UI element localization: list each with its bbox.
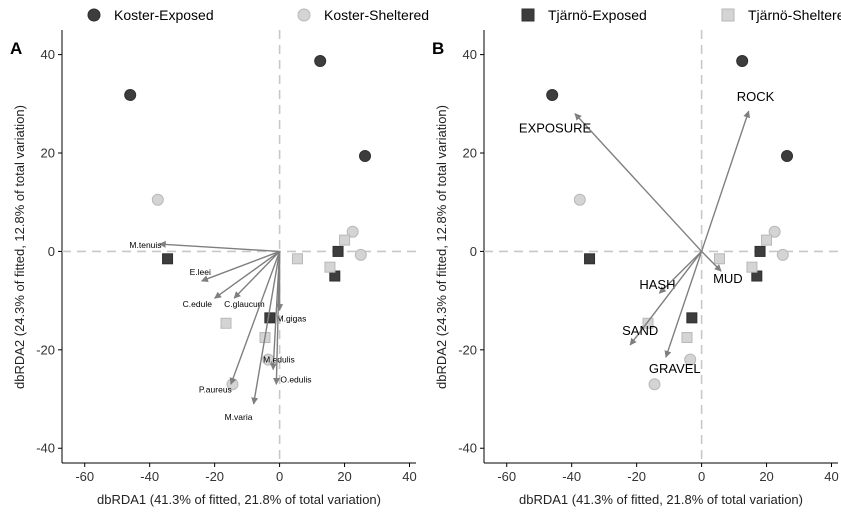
panel-a-vector-c-edule xyxy=(214,250,281,299)
panel-b-x-tick-label: -20 xyxy=(627,469,646,484)
panel-a-label: A xyxy=(10,39,22,58)
panel-a-vector-o-edulis xyxy=(273,251,281,385)
panel-b-point-tj-rn-exposed xyxy=(686,312,698,324)
panel-b-point-tj-rn-exposed xyxy=(584,253,596,265)
panel-b-vector-gravel xyxy=(664,251,703,358)
panel-a: A dbRDA1 (41.3% of fitted, 21.8% of tota… xyxy=(10,30,417,507)
panel-a-x-tick-label: -20 xyxy=(205,469,224,484)
panel-b: B dbRDA1 (41.3% of fitted, 21.8% of tota… xyxy=(432,30,839,507)
panel-b-point-koster-exposed xyxy=(781,149,794,162)
panel-b-vector-exposure xyxy=(574,113,703,252)
panel-a-y-tick-label: 40 xyxy=(41,47,55,62)
panel-a-x-tick-label: 0 xyxy=(276,469,283,484)
panel-b-point-koster-sheltered xyxy=(648,378,661,391)
panel-b-y-axis-title: dbRDA2 (24.3% of fitted, 12.8% of total … xyxy=(434,105,449,389)
legend-tj-rn-sheltered-marker xyxy=(721,8,735,22)
panel-a-point-koster-sheltered xyxy=(354,248,367,261)
panel-b-x-tick-label: -60 xyxy=(497,469,516,484)
panel-b-y-tick-label: 20 xyxy=(463,146,477,161)
panel-a-vector-c-glaucum xyxy=(233,250,281,299)
panel-a-x-tick-label: 20 xyxy=(337,469,351,484)
legend-koster-exposed-label: Koster-Exposed xyxy=(114,7,214,23)
panel-a-vector-m-tenuis xyxy=(158,240,280,253)
panel-a-point-tj-rn-exposed xyxy=(162,253,174,265)
panel-b-vector-mud xyxy=(701,250,722,272)
panel-b-x-axis-title: dbRDA1 (41.3% of fitted, 21.8% of total … xyxy=(519,492,803,507)
legend-koster-sheltered-label: Koster-Sheltered xyxy=(324,7,429,23)
panel-a-vector-label-m-edulis: M.edulis xyxy=(263,355,295,365)
panel-b-point-koster-exposed xyxy=(546,88,559,101)
panel-a-x-tick-label: 40 xyxy=(402,469,416,484)
panel-b-x-tick-label: 40 xyxy=(824,469,838,484)
panel-a-y-axis-title: dbRDA2 (24.3% of fitted, 12.8% of total … xyxy=(12,105,27,389)
panel-a-point-tj-rn-sheltered xyxy=(324,261,336,273)
panel-b-point-koster-exposed xyxy=(736,54,749,67)
panel-a-vector-p-aureus xyxy=(229,251,281,385)
panel-b-point-koster-sheltered xyxy=(573,193,586,206)
panel-b-vector-label-gravel: GRAVEL xyxy=(649,361,701,376)
panel-b-vector-hash xyxy=(658,250,703,294)
panel-b-vector-label-hash: HASH xyxy=(639,277,675,292)
panel-a-y-tick-label: 20 xyxy=(41,146,55,161)
panel-b-point-koster-sheltered xyxy=(684,353,697,366)
panel-a-vector-label-m-varia: M.varia xyxy=(225,412,253,422)
legend: Koster-Exposed Koster-Sheltered Tjärnö-Exp… xyxy=(87,7,841,23)
panel-a-vector-label-c-edule: C.edule xyxy=(183,299,213,309)
panel-b-vector-rock xyxy=(700,110,751,252)
panel-a-vector-label-e-leei: E.leei xyxy=(190,267,211,277)
panel-b-y-tick-label: 40 xyxy=(463,47,477,62)
panel-b-vector-label-exposure: EXPOSURE xyxy=(519,121,592,136)
panel-a-y-tick-label: -20 xyxy=(36,342,55,357)
panel-a-vector-label-c-glaucum: C.glaucum xyxy=(224,299,265,309)
panel-b-point-tj-rn-sheltered xyxy=(746,261,758,273)
panel-b-point-tj-rn-sheltered xyxy=(642,317,654,329)
panel-b-point-tj-rn-exposed xyxy=(754,245,766,257)
panel-a-x-tick-label: -60 xyxy=(75,469,94,484)
panel-a-y-tick-label: 0 xyxy=(48,244,55,259)
panel-b-vector-label-mud: MUD xyxy=(713,271,743,286)
panel-b-point-tj-rn-sheltered xyxy=(681,332,693,344)
panel-a-vector-label-m-tenuis: M.tenuis xyxy=(129,240,161,250)
legend-tj-rn-exposed-marker xyxy=(521,8,535,22)
panel-a-point-tj-rn-exposed xyxy=(332,245,344,257)
panel-a-point-koster-exposed xyxy=(124,88,137,101)
panel-a-vector-label-m-gigas: M.gigas xyxy=(277,313,307,323)
panel-a-point-tj-rn-sheltered xyxy=(220,317,232,329)
panel-a-vector-m-varia xyxy=(251,251,281,405)
panel-b-y-tick-label: -20 xyxy=(458,342,477,357)
panel-b-x-tick-label: -40 xyxy=(562,469,581,484)
panel-a-x-axis-title: dbRDA1 (41.3% of fitted, 21.8% of total … xyxy=(97,492,381,507)
panel-a-point-koster-sheltered xyxy=(346,225,359,238)
panel-b-x-tick-label: 20 xyxy=(759,469,773,484)
legend-koster-exposed-marker xyxy=(87,8,101,22)
panel-b-x-tick-label: 0 xyxy=(698,469,705,484)
legend-tj-rn-exposed-label: Tjärnö-Exposed xyxy=(548,7,647,23)
panel-a-point-koster-exposed xyxy=(359,149,372,162)
panel-a-point-tj-rn-exposed xyxy=(264,312,276,324)
panel-a-vector-label-o-edulis: O.edulis xyxy=(280,374,311,384)
panel-b-vector-sand xyxy=(629,250,703,346)
panel-a-point-koster-sheltered xyxy=(151,193,164,206)
panel-a-vector-label-p-aureus: P.aureus xyxy=(199,384,232,394)
panel-b-point-koster-sheltered xyxy=(776,248,789,261)
panel-b-y-tick-label: 0 xyxy=(470,244,477,259)
legend-koster-sheltered-marker xyxy=(297,8,311,22)
panel-b-point-tj-rn-sheltered xyxy=(761,234,773,246)
panel-b-vector-label-rock: ROCK xyxy=(737,89,775,104)
panel-a-point-tj-rn-sheltered xyxy=(291,253,303,265)
panel-a-point-koster-exposed xyxy=(314,54,327,67)
panel-a-x-tick-label: -40 xyxy=(140,469,159,484)
panel-b-y-tick-label: -40 xyxy=(458,441,477,456)
panel-a-vector-e-leei xyxy=(200,250,280,282)
panel-a-point-tj-rn-sheltered xyxy=(339,234,351,246)
panel-b-point-koster-sheltered xyxy=(768,225,781,238)
legend-tj-rn-sheltered-label: Tjärnö-Sheltered xyxy=(748,7,841,23)
panel-b-vector-label-sand: SAND xyxy=(622,323,658,338)
panel-a-y-tick-label: -40 xyxy=(36,441,55,456)
panel-b-label: B xyxy=(432,39,444,58)
panel-b-point-tj-rn-sheltered xyxy=(713,253,725,265)
